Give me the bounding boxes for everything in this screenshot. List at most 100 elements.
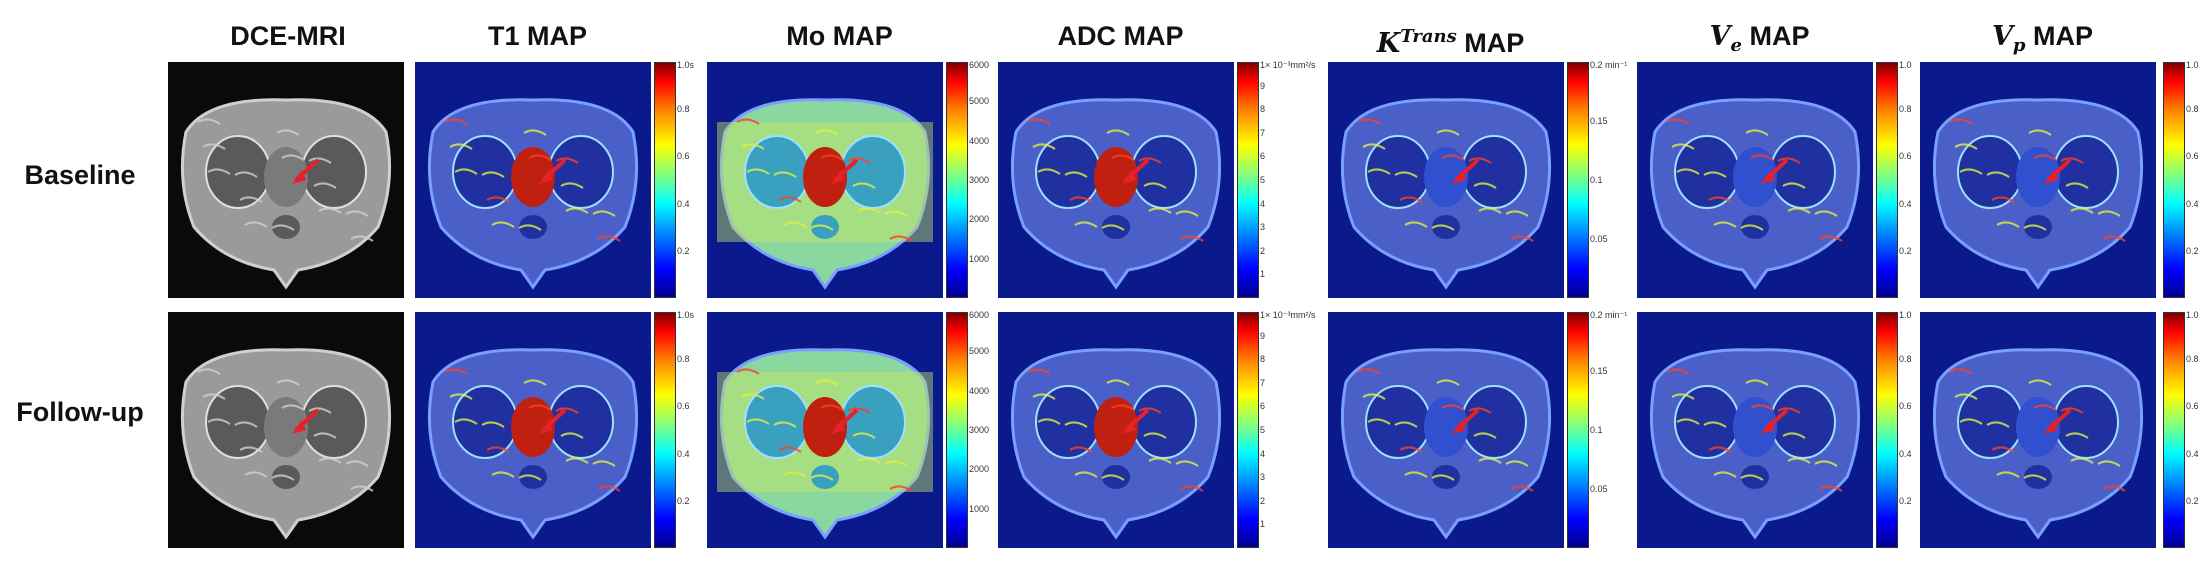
mo-follow-up-image — [707, 312, 943, 548]
adc-colorbar-max-label: 1× 10⁻³mm²/s — [1260, 310, 1316, 320]
adc-colorbar-tick: 6 — [1260, 401, 1266, 412]
ktrans-colorbar-tick: 0.05 — [1590, 484, 1608, 494]
mo-colorbar-max-label: 6000 — [969, 60, 990, 70]
vp-colorbar-tick: 0.4 — [2186, 448, 2199, 459]
mo-colorbar-tick: 2000 — [969, 214, 990, 225]
ve-colorbar-tick: 0.6 — [1899, 151, 1912, 162]
adc-colorbar-max-label: 1× 10⁻³mm²/s — [1260, 60, 1316, 70]
column-title-t1-map: T1 MAP — [487, 21, 587, 51]
ve-follow-up-colorbar — [1876, 312, 1898, 548]
t1-colorbar-max-label: 1.0s — [677, 60, 695, 70]
t1-follow-up-colorbar — [654, 312, 676, 548]
t1-follow-up-image — [415, 312, 651, 548]
row-label-follow-up: Follow-up — [16, 397, 144, 427]
ve-suffix: MAP — [1741, 21, 1810, 51]
vp-colorbar-tick: 0.6 — [2186, 401, 2199, 412]
mo-colorbar-tick: 5000 — [969, 346, 990, 357]
t1-colorbar-tick: 0.2 — [677, 245, 690, 256]
ktrans-colorbar-tick: 0.1 — [1590, 175, 1603, 185]
adc-colorbar-tick: 7 — [1260, 127, 1266, 138]
ktrans-follow-up-image — [1328, 312, 1564, 548]
adc-follow-up-colorbar — [1237, 312, 1259, 548]
ve-colorbar-tick: 0.6 — [1899, 401, 1912, 412]
mo-colorbar-tick: 4000 — [969, 385, 990, 396]
adc-colorbar-tick: 9 — [1260, 330, 1266, 341]
adc-colorbar-tick: 2 — [1260, 495, 1266, 506]
vp-baseline-image — [1920, 62, 2156, 298]
t1-colorbar-max-label: 1.0s — [677, 310, 695, 320]
mo-baseline-image — [707, 62, 943, 298]
adc-colorbar-tick: 5 — [1260, 175, 1266, 185]
ktrans-colorbar-tick: 0.1 — [1590, 425, 1603, 435]
mo-colorbar-tick: 5000 — [969, 96, 990, 107]
vp-colorbar-tick: 0.2 — [2186, 495, 2199, 506]
ktrans-colorbar-tick: 0.15 — [1590, 116, 1608, 126]
mo-colorbar-tick: 3000 — [969, 175, 990, 185]
adc-colorbar-tick: 4 — [1260, 448, 1266, 459]
ve-colorbar-tick: 0.2 — [1899, 245, 1912, 256]
t1-baseline-colorbar — [654, 62, 676, 298]
ktrans-colorbar-tick: 0.05 — [1590, 234, 1608, 244]
dce-baseline-image — [168, 62, 404, 298]
adc-baseline-colorbar — [1237, 62, 1259, 298]
ve-follow-up-image — [1637, 312, 1873, 548]
ktrans-baseline-image — [1328, 62, 1564, 298]
ve-colorbar-tick: 0.8 — [1899, 104, 1912, 115]
column-title-dce-mri: DCE-MRI — [230, 21, 346, 51]
ve-baseline-image — [1637, 62, 1873, 298]
t1-colorbar-tick: 0.4 — [677, 198, 690, 209]
adc-colorbar-tick: 3 — [1260, 472, 1266, 483]
ve-colorbar-tick: 0.4 — [1899, 448, 1912, 459]
vp-follow-up-image — [1920, 312, 2156, 548]
t1-colorbar-tick: 0.2 — [677, 495, 690, 506]
adc-colorbar-tick: 7 — [1260, 377, 1266, 388]
ve-colorbar-max-label: 1.0 — [1899, 60, 1912, 70]
column-title-adc-map: ADC MAP — [1057, 21, 1184, 51]
ve-colorbar-tick: 0.4 — [1899, 198, 1912, 209]
ve-baseline-colorbar — [1876, 62, 1898, 298]
t1-colorbar-tick: 0.4 — [677, 448, 690, 459]
column-title-vp-map: Vp MAP — [1920, 16, 2165, 56]
t1-baseline-image — [415, 62, 651, 298]
vp-colorbar-max-label: 1.0 — [2186, 60, 2199, 70]
ktrans-symbol: K — [1376, 28, 1401, 59]
adc-colorbar-tick: 2 — [1260, 245, 1266, 256]
adc-colorbar-tick: 6 — [1260, 151, 1266, 162]
adc-colorbar-tick: 9 — [1260, 80, 1266, 91]
adc-colorbar-tick: 1 — [1260, 519, 1266, 530]
ktrans-colorbar-tick: 0.15 — [1590, 366, 1608, 376]
vp-subscript: p — [2012, 35, 2026, 57]
ktrans-baseline-colorbar — [1567, 62, 1589, 298]
vp-colorbar-tick: 0.2 — [2186, 245, 2199, 256]
ktrans-superscript: Trans — [1400, 26, 1457, 47]
vp-follow-up-colorbar — [2163, 312, 2185, 548]
ve-colorbar-tick: 0.8 — [1899, 354, 1912, 365]
mo-colorbar-tick: 4000 — [969, 135, 990, 146]
mo-colorbar-tick: 3000 — [969, 425, 990, 435]
adc-colorbar-tick: 3 — [1260, 222, 1266, 233]
vp-colorbar-tick: 0.6 — [2186, 151, 2199, 162]
ve-symbol: V — [1709, 21, 1731, 52]
mo-colorbar-tick: 1000 — [969, 503, 990, 514]
ktrans-colorbar-max-label: 0.2 min⁻¹ — [1590, 310, 1628, 320]
vp-colorbar-max-label: 1.0 — [2186, 310, 2199, 320]
t1-colorbar-tick: 0.6 — [677, 401, 690, 412]
vp-colorbar-tick: 0.8 — [2186, 104, 2199, 115]
adc-colorbar-tick: 8 — [1260, 104, 1266, 115]
adc-follow-up-image — [998, 312, 1234, 548]
column-title-mo-map: Mo MAP — [786, 21, 893, 51]
row-label-baseline: Baseline — [24, 160, 136, 190]
ve-subscript: e — [1730, 35, 1742, 57]
ve-colorbar-tick: 0.2 — [1899, 495, 1912, 506]
t1-colorbar-tick: 0.6 — [677, 151, 690, 162]
dce-follow-up-image — [168, 312, 404, 548]
mo-follow-up-colorbar — [946, 312, 968, 548]
mo-colorbar-tick: 2000 — [969, 464, 990, 475]
ve-colorbar-max-label: 1.0 — [1899, 310, 1912, 320]
ktrans-colorbar-max-label: 0.2 min⁻¹ — [1590, 60, 1628, 70]
adc-baseline-image — [998, 62, 1234, 298]
mo-colorbar-tick: 1000 — [969, 253, 990, 264]
column-title-ktrans-map: KTrans MAP — [1328, 16, 1573, 59]
vp-colorbar-tick: 0.8 — [2186, 354, 2199, 365]
ktrans-suffix: MAP — [1456, 28, 1525, 58]
